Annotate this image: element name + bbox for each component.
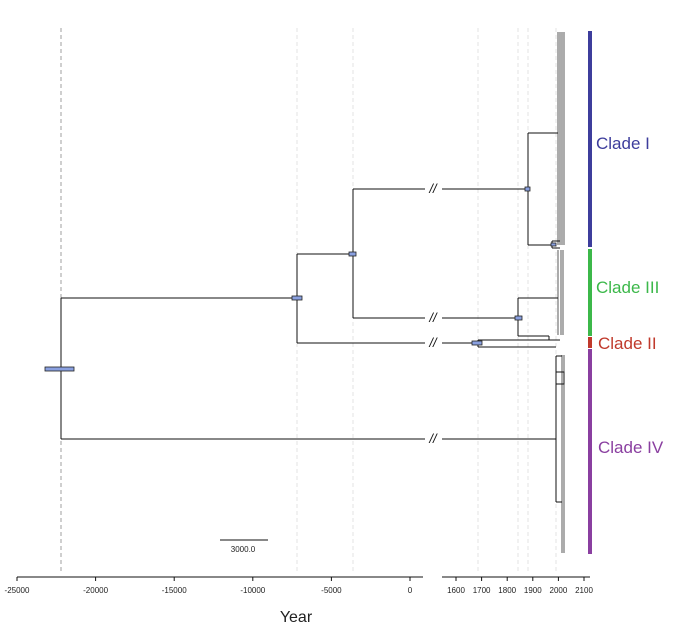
left-axis-tick-label: -5000	[321, 586, 342, 595]
right-axis-tick-label: 2000	[550, 586, 568, 595]
node-bar	[471, 340, 483, 346]
node-bar	[514, 315, 523, 321]
clade-bar-ii	[588, 337, 592, 348]
left-axis-tick-label: 0	[408, 586, 413, 595]
right-time-axis: 1600 1700 1800 1900 2000 2100	[442, 576, 593, 595]
node-bar	[524, 186, 531, 192]
node-bar	[348, 251, 357, 257]
axis-break-markers: // // // //	[428, 181, 438, 446]
clade-annotations: Clade I Clade III Clade II Clade IV	[588, 31, 664, 554]
break-marker: //	[428, 335, 438, 350]
reference-lines	[60, 28, 557, 572]
clade-label-iii: Clade III	[596, 278, 659, 297]
left-axis-tick-label: -25000	[5, 586, 30, 595]
scale-bar-label: 3000.0	[231, 545, 256, 554]
break-marker: //	[428, 431, 438, 446]
clade-label-i: Clade I	[596, 134, 650, 153]
right-axis-tick-label: 1800	[498, 586, 516, 595]
break-marker: //	[428, 310, 438, 325]
left-axis-tick-label: -20000	[83, 586, 108, 595]
right-axis-tick-label: 1700	[473, 586, 491, 595]
left-axis-tick-label: -10000	[240, 586, 265, 595]
right-axis-tick-label: 1600	[447, 586, 465, 595]
node-age-bars	[44, 186, 557, 372]
clade-label-ii: Clade II	[598, 334, 657, 353]
tree-branches	[60, 132, 565, 503]
node-bar	[291, 295, 303, 301]
node-bar-root	[44, 366, 75, 372]
scale-bar: 3000.0	[220, 539, 268, 554]
axis-title: Year	[280, 609, 313, 626]
left-axis-tick-label: -15000	[162, 586, 187, 595]
break-marker: //	[428, 181, 438, 196]
clade-label-iv: Clade IV	[598, 438, 664, 457]
left-time-axis: -25000 -20000 -15000 -10000 -5000 0	[5, 576, 423, 595]
tip-cluster	[557, 32, 565, 553]
right-axis-tick-label: 2100	[575, 586, 593, 595]
right-axis-tick-label: 1900	[524, 586, 542, 595]
clade-bar-iii	[588, 249, 592, 336]
clade-bar-i	[588, 31, 592, 247]
clade-bar-iv	[588, 349, 592, 554]
node-bar	[550, 242, 557, 247]
